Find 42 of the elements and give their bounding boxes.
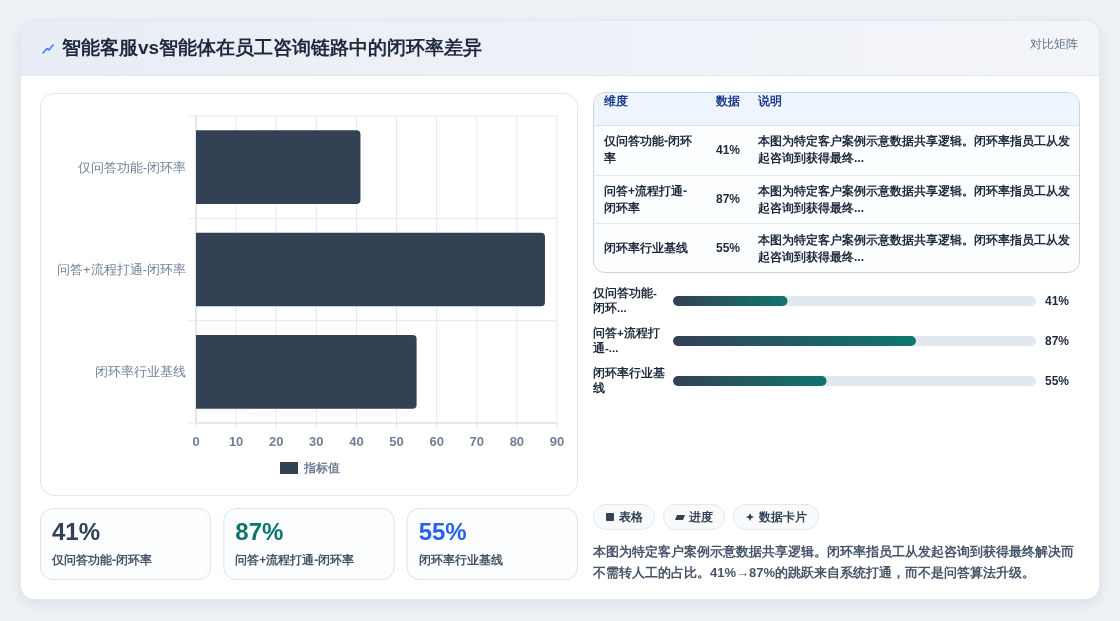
category-label: 问答+流程打通-闭环率: [235, 552, 355, 569]
x-tick-label: 40: [349, 433, 364, 449]
x-tick-label: 60: [429, 433, 444, 449]
category-label: 仅问答功能-闭环率: [52, 552, 152, 569]
data-label: 87%: [1045, 334, 1070, 348]
text: 表格: [619, 509, 643, 525]
data-label: 55%: [1045, 374, 1070, 388]
text: 数据: [716, 93, 740, 110]
data-label: 41%: [1045, 294, 1070, 308]
category-label: 闭环率行业基线: [418, 552, 503, 569]
text: 本图为特定客户案例示意数据共享逻辑。闭环率指员工从发起咨询到获得最终...: [758, 231, 1071, 266]
category-label: 闭环率行业基线: [604, 240, 688, 258]
text: 维度: [604, 93, 628, 110]
y-tick-label: 仅问答功能-闭环率: [77, 159, 186, 175]
x-tick-label: 70: [469, 433, 485, 449]
y-tick-label: 问答+流程打通-...: [593, 326, 661, 356]
legend-label: 指标值: [303, 461, 340, 475]
text: 本图为特定客户案例示意数据共享逻辑。闭环率指员工从发起咨询到获得最终...: [758, 133, 1071, 168]
y-tick-label: 闭环率行业基线: [95, 364, 186, 380]
text: 进度: [689, 509, 713, 525]
x-tick-label: 90: [549, 433, 565, 449]
text: 41%: [716, 142, 741, 157]
x-tick-label: 0: [192, 433, 200, 449]
y-tick-label: 闭环率行业基线: [593, 366, 665, 396]
text: 55%: [716, 241, 741, 256]
x-tick-label: 50: [389, 433, 404, 449]
x-tick-label: 20: [268, 433, 284, 449]
text: 55%: [418, 518, 467, 545]
text: 本图为特定客户案例示意数据共享逻辑。闭环率指员工从发起咨询到获得最终...: [758, 183, 1071, 217]
text: 对比矩阵: [1030, 36, 1078, 53]
y-tick-label: 问答+流程打通-闭环率: [57, 262, 186, 277]
text: 87%: [235, 518, 284, 545]
text: 数据卡片: [759, 509, 807, 525]
text: 说明: [758, 93, 782, 110]
text: 87%: [716, 192, 741, 207]
x-tick-label: 10: [228, 433, 244, 449]
x-tick-label: 30: [309, 433, 324, 449]
text: 本图为特定客户案例示意数据共享逻辑。闭环率指员工从发起咨询到获得最终解决而不需转人工的占比。41%→87%的跳跃来自系统打通，而不是问答算法升级。: [593, 543, 1075, 582]
text: 智能客服vs智能体在员工咨询链路中的闭环率差异: [62, 36, 483, 60]
y-tick-label: 仅问答功能-闭环...: [593, 286, 658, 316]
x-tick-label: 80: [509, 433, 525, 449]
text: 41%: [52, 518, 101, 545]
